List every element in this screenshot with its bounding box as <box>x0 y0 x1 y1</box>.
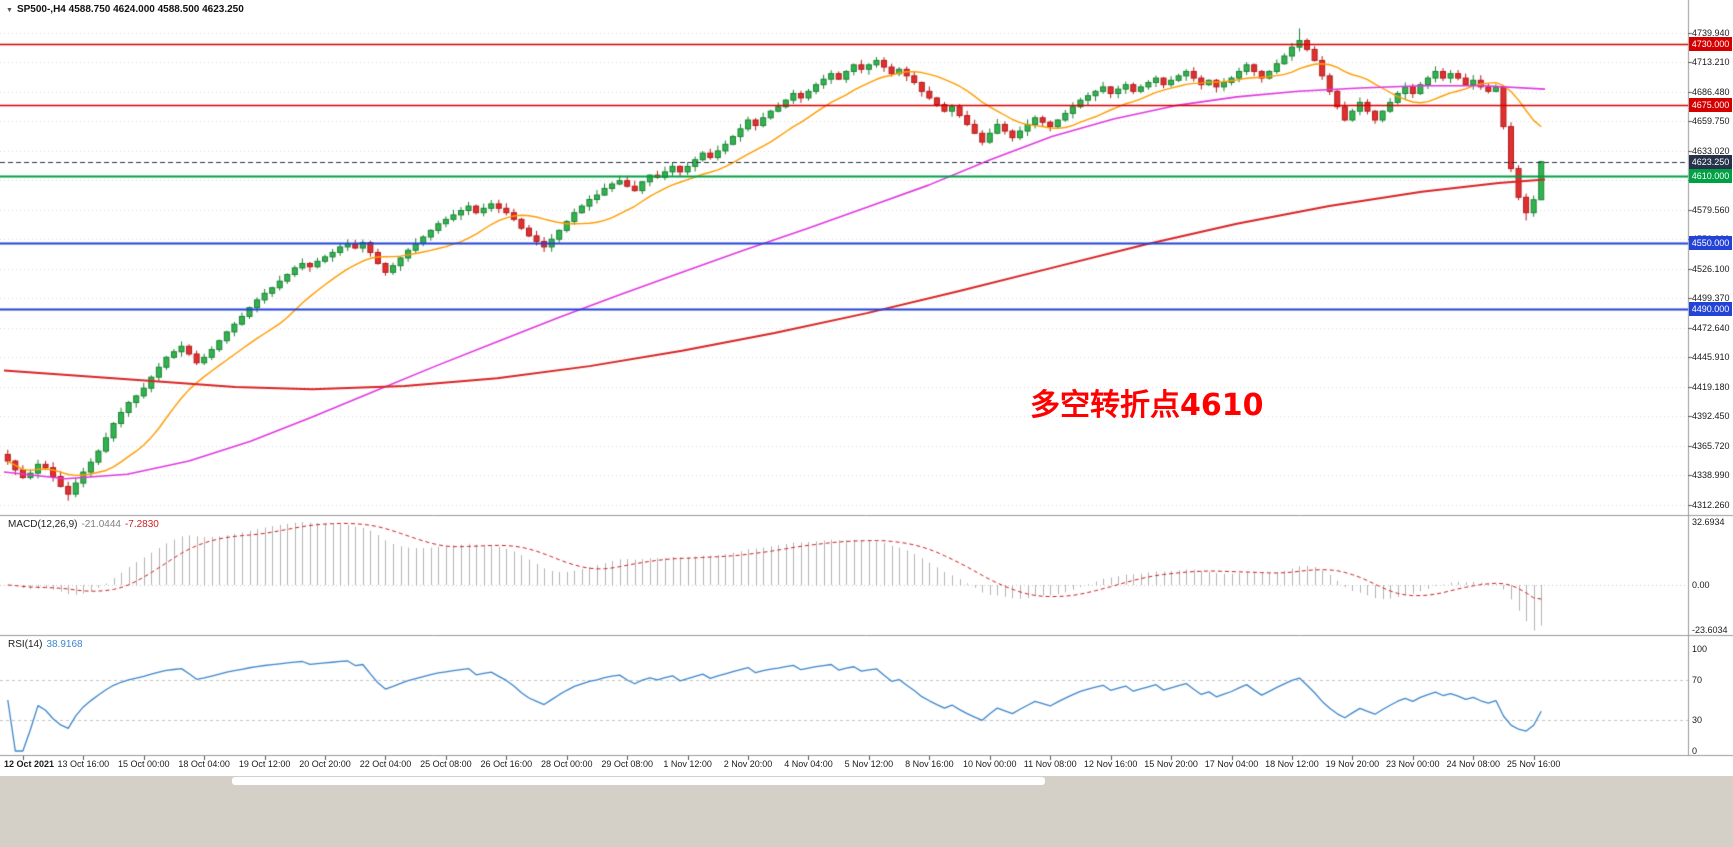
time-axis-label: 17 Nov 04:00 <box>1204 759 1259 769</box>
price-axis-label: 4633.020 <box>1692 145 1730 156</box>
time-axis-label: 20 Oct 20:00 <box>299 759 351 769</box>
time-axis-label: 2 Nov 20:00 <box>723 759 773 769</box>
time-axis-label: 25 Nov 16:00 <box>1506 759 1561 769</box>
time-axis-label: 18 Oct 04:00 <box>178 759 230 769</box>
price-line-badge: 4550.000 <box>1689 235 1732 250</box>
bottom-bar <box>0 776 1733 847</box>
time-axis-label: 19 Nov 20:00 <box>1325 759 1380 769</box>
price-line-badge: 4675.000 <box>1689 97 1732 112</box>
time-axis-label: 24 Nov 08:00 <box>1446 759 1501 769</box>
rsi-axis-label: 0 <box>1692 746 1698 756</box>
price-axis-label: 4392.450 <box>1692 411 1730 422</box>
price-axis-label: 4445.910 <box>1692 352 1730 363</box>
time-axis-label: 13 Oct 16:00 <box>57 759 110 769</box>
price-axis-label: 4419.180 <box>1692 381 1730 392</box>
time-axis-label: 12 Nov 16:00 <box>1083 759 1138 769</box>
time-axis-label: 12 Oct 2021 <box>4 759 55 769</box>
macd-axis-label: -23.6034 <box>1692 625 1728 636</box>
rsi-axis-label: 100 <box>1692 644 1708 654</box>
price-axis-label: 4659.750 <box>1692 116 1730 127</box>
time-axis-label: 11 Nov 08:00 <box>1023 759 1077 769</box>
price-axis-label: 4526.100 <box>1692 263 1730 274</box>
price-axis-label: 4472.640 <box>1692 322 1730 333</box>
price-line-badge: 4610.000 <box>1689 169 1732 184</box>
macd-indicator-label: MACD(12,26,9) -21.0444 -7.2830 <box>8 519 159 530</box>
time-axis-label: 15 Nov 20:00 <box>1144 759 1198 769</box>
time-axis-label: 26 Oct 16:00 <box>480 759 533 769</box>
time-axis-label: 29 Oct 08:00 <box>601 759 653 769</box>
macd-axis-label: 0.00 <box>1692 580 1710 590</box>
price-line-badge: 4623.250 <box>1689 154 1732 169</box>
price-axis-label: 4579.560 <box>1692 204 1730 215</box>
rsi-name: RSI(14) <box>8 639 43 650</box>
time-axis-label: 22 Oct 04:00 <box>359 759 412 769</box>
time-axis-label: 8 Nov 16:00 <box>905 759 954 769</box>
time-axis-label: 5 Nov 12:00 <box>844 759 894 769</box>
chart-title: ▼ SP500-,H4 4588.750 4624.000 4588.500 46… <box>6 4 244 15</box>
chart-title-text: SP500-,H4 4588.750 4624.000 4588.500 462… <box>16 4 244 15</box>
rsi-axis-label: 70 <box>1692 674 1703 685</box>
price-axis-label: 4365.720 <box>1692 440 1730 451</box>
price-axis-label: 4499.370 <box>1692 293 1730 304</box>
macd-main-value: -21.0444 <box>81 519 121 530</box>
time-axis-label: 15 Oct 00:00 <box>117 759 170 769</box>
rsi-axis-label: 30 <box>1692 715 1703 726</box>
time-axis-label: 28 Oct 00:00 <box>540 759 593 769</box>
chart-annotation: 多空转折点4610 <box>1030 388 1264 423</box>
price-line-badge: 4490.000 <box>1689 301 1732 316</box>
time-axis-label: 19 Oct 12:00 <box>238 759 291 769</box>
horizontal-scrollbar-thumb[interactable] <box>232 777 1045 785</box>
rsi-value: 38.9168 <box>46 639 83 650</box>
price-axis-label: 4686.480 <box>1692 86 1730 97</box>
time-axis-label: 1 Nov 12:00 <box>663 759 712 769</box>
price-line-badge: 4730.000 <box>1689 36 1732 51</box>
price-axis-label: 4312.260 <box>1692 499 1730 510</box>
macd-name: MACD(12,26,9) <box>8 519 78 530</box>
time-axis-label: 10 Nov 00:00 <box>963 759 1017 769</box>
price-axis-label: 4739.940 <box>1692 27 1730 38</box>
price-axis-label: 4338.990 <box>1692 470 1730 481</box>
time-axis-label: 18 Nov 12:00 <box>1265 759 1319 769</box>
time-axis-label: 25 Oct 08:00 <box>420 759 472 769</box>
macd-signal-value: -7.2830 <box>124 519 159 530</box>
time-axis-label: 23 Nov 00:00 <box>1386 759 1440 769</box>
time-axis-label: 4 Nov 04:00 <box>784 759 833 769</box>
macd-axis-label: 32.6934 <box>1692 516 1725 527</box>
symbol-dropdown-icon[interactable]: ▼ <box>6 7 13 14</box>
rsi-indicator-label: RSI(14) 38.9168 <box>8 639 83 650</box>
price-axis-label: 4713.210 <box>1692 57 1730 68</box>
